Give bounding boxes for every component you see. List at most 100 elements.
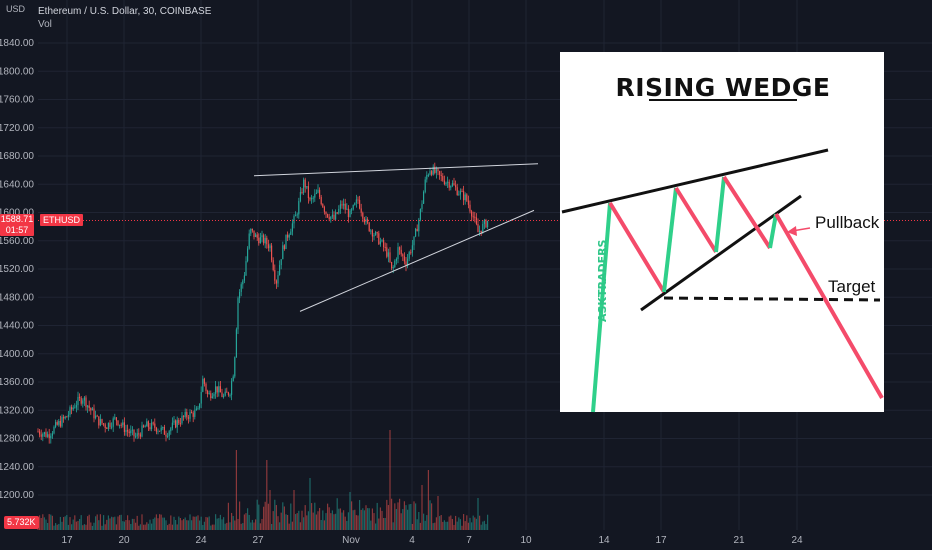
volume-bar [343,510,345,530]
volume-bar [389,430,391,530]
candle-body [394,260,396,268]
candle-body [471,211,473,217]
candle-body [395,258,397,261]
volume-bar [475,518,477,530]
price-axis: 1840.00 1800.00 1760.00 1720.00 1680.00 1640.… [0,38,34,501]
volume-bar [211,524,213,530]
volume-bar [467,522,469,530]
y-tick-label: 1280.00 [0,434,34,445]
volume-bar [271,523,273,530]
candle-body [287,234,289,238]
candle-body [231,381,233,395]
candle-body [472,216,474,218]
candle-body [415,228,417,237]
candle-body [120,424,122,426]
symbol-title[interactable]: Ethereum / U.S. Dollar, 30, COINBASE [38,6,212,17]
candle-body [117,420,119,426]
volume-bar [456,521,458,530]
candle-body [269,245,271,249]
volume-bar [253,522,255,530]
candle-body [186,411,188,418]
candle-body [232,376,234,382]
trendline-lower[interactable] [299,209,535,312]
volume-bar [423,513,425,530]
volume-bar [410,503,412,530]
candle-body [346,208,348,210]
volume-bar [112,517,114,530]
candle-body [418,219,420,232]
candle-body [349,210,351,218]
candle-body [187,417,189,419]
candle-body [229,394,231,396]
volume-bar [191,520,193,530]
candle-body [298,201,300,215]
candle-body [135,436,137,438]
volume-bar [403,501,405,530]
candle-body [359,200,361,209]
inset-leg-up-3 [714,176,726,253]
candle-body [226,391,228,393]
candle-body [271,245,273,261]
candle-body [103,423,105,425]
candle-body [459,191,461,195]
volume-bar [424,520,426,530]
candle-body [211,396,213,399]
candle-body [315,192,317,194]
candle-body [442,176,444,181]
volume-bar [349,492,351,530]
volume-bar [328,507,330,530]
candle-body [282,245,284,260]
volume-bar [40,517,42,530]
volume-bar [91,525,93,530]
candle-body [370,230,372,232]
candle-body [162,427,164,429]
candle-body [274,270,276,281]
volume-bar [431,503,433,530]
volume-bar [216,518,218,530]
wedge-trendlines[interactable] [253,163,539,312]
candle-body [363,218,365,223]
candle-body [467,200,469,205]
volume-bar [379,507,381,530]
y-tick-label: 1480.00 [0,292,34,303]
volume-bar [147,523,149,530]
candle-body [205,383,207,391]
volume-bar [352,510,354,530]
volume-bar [149,519,151,530]
volume-bar [296,513,298,530]
candle-body [151,422,153,429]
inset-background [560,52,884,412]
volume-bar [307,511,309,530]
volume-bar [144,524,146,530]
inset-leg-down-2 [674,186,718,254]
candle-body [56,422,58,425]
candle-body [384,247,386,249]
y-tick-label: 1760.00 [0,95,34,106]
candle-body [291,223,293,232]
volume-bar [194,516,196,530]
volume-bar [432,523,434,530]
volume-bar [463,514,465,530]
inset-leg-down-3 [722,175,772,250]
candle-body [453,183,455,186]
volume-bar [103,515,105,530]
candle-body [85,397,87,408]
candle-body [245,261,247,276]
candle-body [266,237,268,245]
candle-body [250,228,252,234]
volume-bar [226,522,228,530]
volume-bar [77,520,79,530]
volume-bar [386,499,388,530]
volume-bar [383,518,385,530]
trendline-upper[interactable] [253,163,539,177]
volume-bar [99,514,101,530]
candle-body [96,415,98,417]
volume-legend[interactable]: Vol [38,19,52,30]
volume-bar [56,524,58,530]
candle-body [155,427,157,432]
candle-body [451,183,453,187]
candle-body [339,204,341,209]
candle-body [311,198,313,200]
candle-body [191,412,193,414]
